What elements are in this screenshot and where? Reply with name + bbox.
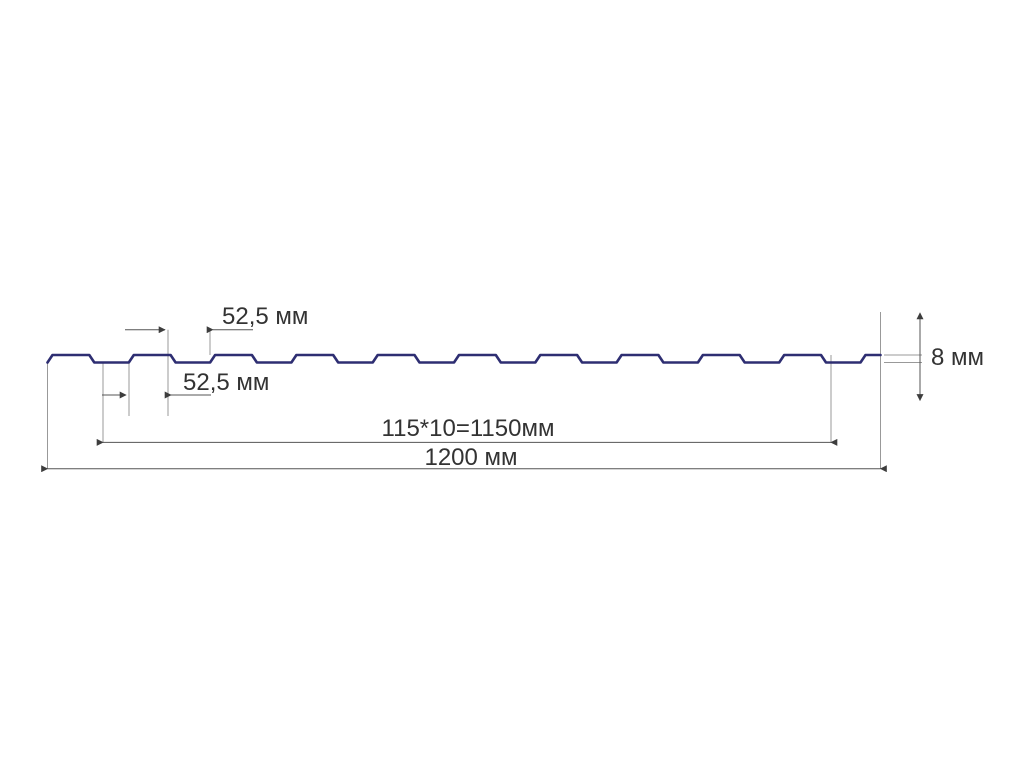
svg-text:52,5 мм: 52,5 мм — [222, 303, 308, 330]
svg-text:8 мм: 8 мм — [931, 344, 984, 371]
svg-text:115*10=1150мм: 115*10=1150мм — [382, 415, 555, 442]
svg-text:52,5 мм: 52,5 мм — [183, 369, 269, 396]
svg-text:1200 мм: 1200 мм — [424, 444, 517, 471]
